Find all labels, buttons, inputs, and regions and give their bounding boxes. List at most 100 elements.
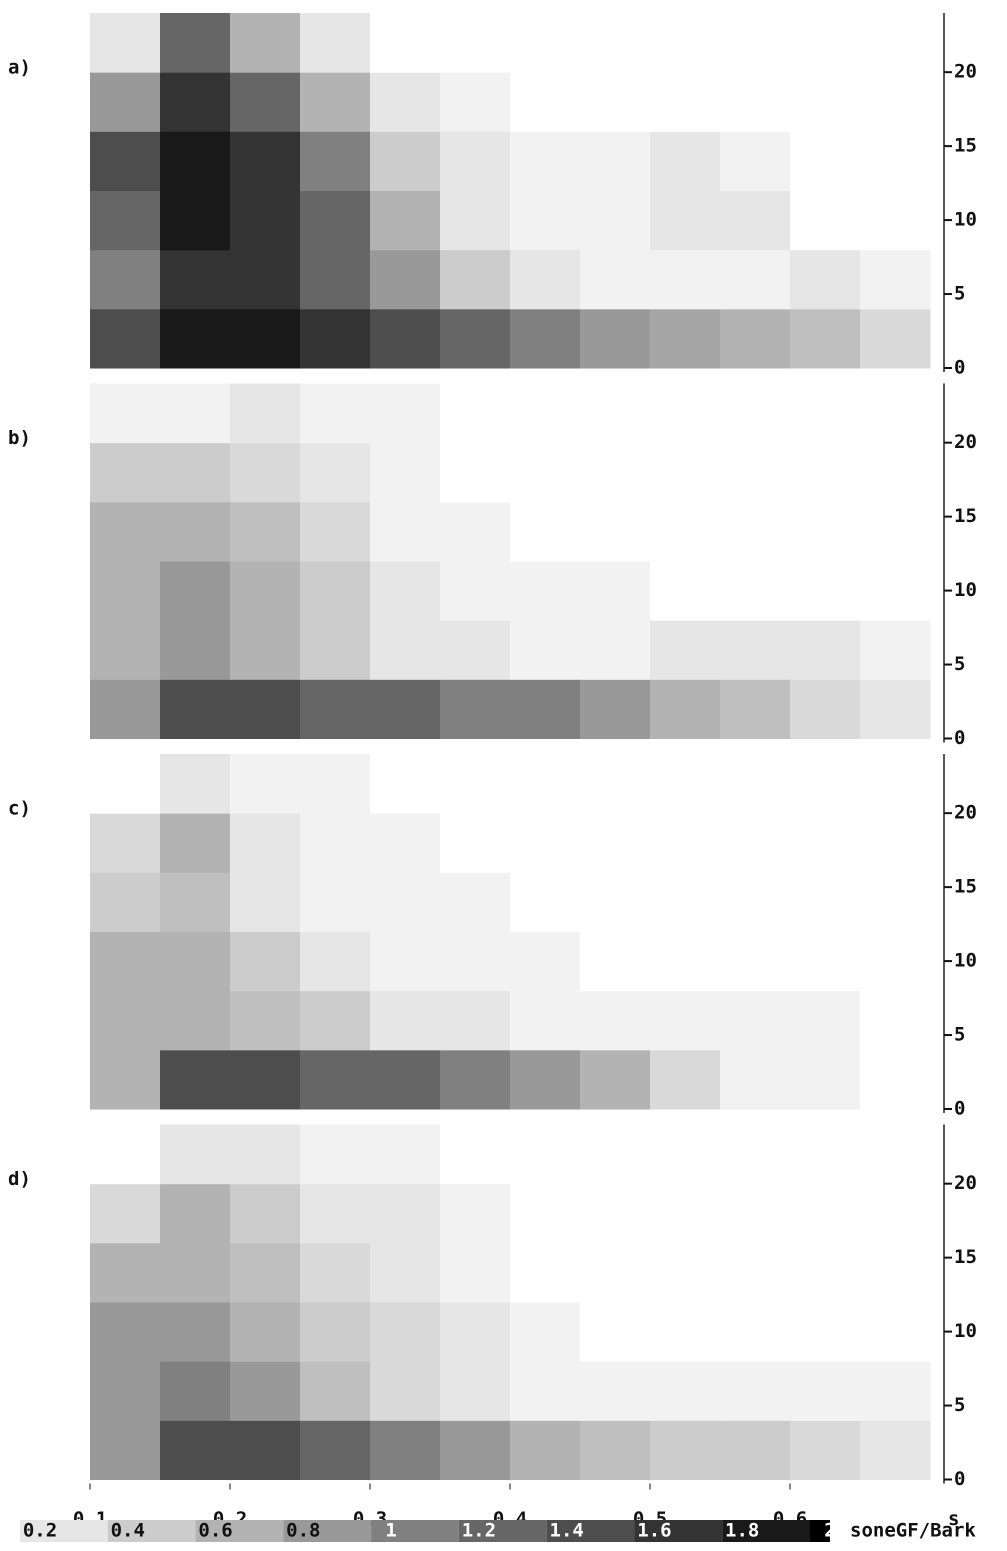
heat-cell <box>230 620 301 680</box>
heat-cell <box>720 442 791 503</box>
heat-cell <box>650 190 721 251</box>
heat-cell <box>370 620 441 680</box>
heat-cell <box>510 1049 581 1110</box>
heat-cell <box>510 13 581 73</box>
heat-cell <box>440 72 511 132</box>
heat-cell <box>230 501 301 562</box>
heat-cell <box>230 249 301 310</box>
heat-cell <box>650 249 721 310</box>
heat-cell <box>370 383 441 444</box>
heat-cell <box>790 679 861 739</box>
heat-cell <box>230 1242 301 1303</box>
y-tick-label: 20 <box>954 1172 977 1194</box>
heat-cell <box>370 1183 441 1244</box>
heat-cell <box>720 131 791 191</box>
heat-cell <box>160 501 231 562</box>
heat-cell <box>860 990 931 1051</box>
heat-cell <box>860 1420 931 1480</box>
x-axis-label: s <box>948 1508 959 1530</box>
colorbar-tick-label: 0.2 <box>23 1520 57 1542</box>
heat-cell <box>790 754 861 814</box>
heat-cell <box>90 1242 161 1303</box>
heat-cell <box>720 501 791 562</box>
heat-cell <box>90 990 161 1051</box>
heat-cell <box>160 1420 231 1480</box>
heat-cell <box>230 13 301 73</box>
heat-cell <box>580 679 651 739</box>
heat-cell <box>370 872 441 932</box>
heat-cell <box>860 813 931 873</box>
colorbar-tick-label: 1 <box>385 1520 396 1542</box>
heat-cell <box>860 308 931 369</box>
heat-cell <box>790 872 861 932</box>
heat-cell <box>300 1183 371 1244</box>
y-tick-label: 0 <box>954 357 965 379</box>
heat-cell <box>720 13 791 73</box>
heat-cell <box>510 190 581 251</box>
heat-cell <box>300 72 371 132</box>
heat-cell <box>300 13 371 73</box>
heat-cell <box>440 872 511 932</box>
heat-cell <box>370 1302 441 1362</box>
heat-cell <box>720 813 791 873</box>
heat-cell <box>300 561 371 621</box>
heat-cell <box>580 754 651 814</box>
heat-cell <box>160 679 231 739</box>
heat-cell <box>90 442 161 503</box>
heat-cell <box>160 13 231 73</box>
colorbar-swatch <box>283 1520 372 1542</box>
heat-cell <box>440 561 511 621</box>
heat-cell <box>510 679 581 739</box>
heat-cell <box>160 990 231 1051</box>
heat-cell <box>720 679 791 739</box>
heat-cell <box>440 1183 511 1244</box>
colorbar-tick-label: 2 <box>824 1520 835 1542</box>
heat-cell <box>230 872 301 932</box>
heat-cell <box>860 1124 931 1185</box>
colorbar-tick-label: 1.4 <box>550 1520 584 1542</box>
heat-cell <box>370 1420 441 1480</box>
heat-cell <box>510 561 581 621</box>
colorbar-tick-label: 1.8 <box>725 1520 759 1542</box>
heat-cell <box>90 383 161 444</box>
heat-cell <box>440 249 511 310</box>
heat-cell <box>160 442 231 503</box>
heat-cell <box>300 1420 371 1480</box>
heat-cell <box>580 872 651 932</box>
heat-cell <box>440 813 511 873</box>
heat-cell <box>90 679 161 739</box>
y-tick-label: 5 <box>954 283 965 305</box>
heat-cell <box>160 1361 231 1421</box>
heat-cell <box>650 561 721 621</box>
heat-cell <box>370 931 441 992</box>
colorbar-swatch <box>195 1520 284 1542</box>
heat-cell <box>230 1420 301 1480</box>
heat-cell <box>580 1124 651 1185</box>
y-tick-label: 5 <box>954 653 965 675</box>
heat-cell <box>230 1361 301 1421</box>
heat-cell <box>510 1420 581 1480</box>
heat-cell <box>370 1242 441 1303</box>
heat-cell <box>370 13 441 73</box>
heat-cell <box>720 931 791 992</box>
heat-cell <box>440 1242 511 1303</box>
heat-cell <box>370 1361 441 1421</box>
heat-cell <box>580 813 651 873</box>
heat-cell <box>90 1302 161 1362</box>
heat-cell <box>230 308 301 369</box>
heat-cell <box>300 754 371 814</box>
heat-cell <box>510 1124 581 1185</box>
heat-cell <box>230 383 301 444</box>
heat-cell <box>300 1302 371 1362</box>
heat-cell <box>160 249 231 310</box>
heat-cell <box>650 813 721 873</box>
heat-cell <box>580 1361 651 1421</box>
heat-cell <box>510 442 581 503</box>
heat-cell <box>790 561 861 621</box>
heat-cell <box>300 501 371 562</box>
heat-cell <box>650 501 721 562</box>
heat-cell <box>580 501 651 562</box>
heat-cell <box>790 931 861 992</box>
heat-cell <box>440 931 511 992</box>
heat-cell <box>440 990 511 1051</box>
